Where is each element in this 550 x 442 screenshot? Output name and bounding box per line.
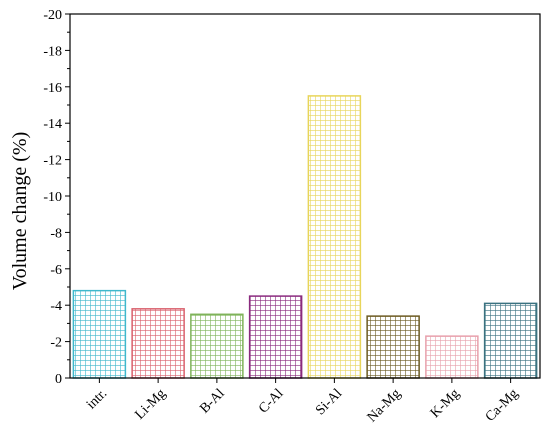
x-tick-label: B-Al: [197, 386, 227, 416]
y-axis-ticks: 0 -2 -4 -6 -8 -10 -12 -14 -16 -18 -20: [43, 8, 70, 387]
x-tick-label: Si-Al: [313, 386, 345, 418]
bar-namg: [366, 315, 420, 379]
x-tick-label: Na-Mg: [365, 386, 404, 425]
y-tick-label: -20: [43, 8, 62, 23]
bar-limg: [131, 308, 185, 379]
y-tick-label: -6: [50, 263, 62, 278]
bar-bal: [190, 313, 244, 379]
x-tick-label: Ca-Mg: [483, 386, 522, 425]
y-tick-label: -4: [50, 299, 62, 314]
x-tick-label: C-Al: [256, 386, 286, 416]
x-tick-label: Li-Mg: [132, 386, 168, 422]
bar-camg: [483, 302, 538, 379]
y-tick-label: -16: [43, 81, 62, 96]
bars-group: [72, 95, 538, 379]
y-tick-label: -8: [50, 226, 62, 241]
y-tick-label: -14: [43, 117, 62, 132]
y-tick-label: -18: [43, 44, 62, 59]
bar-cal: [248, 295, 303, 379]
y-tick-label: 0: [55, 372, 62, 387]
x-tick-label: intr.: [84, 386, 110, 412]
x-tick-label: K-Mg: [428, 386, 463, 421]
y-tick-label: -2: [50, 336, 62, 351]
bar-intr: [72, 289, 127, 379]
y-tick-label: -12: [43, 154, 62, 169]
bar-sial: [307, 95, 362, 379]
bar-kmg: [425, 335, 479, 379]
x-axis-ticks: intr. Li-Mg B-Al C-Al Si-Al Na-Mg K-Mg Ca-Mg: [84, 378, 522, 425]
y-axis-title: Volume change (%): [9, 132, 31, 290]
y-tick-label: -10: [43, 190, 62, 205]
